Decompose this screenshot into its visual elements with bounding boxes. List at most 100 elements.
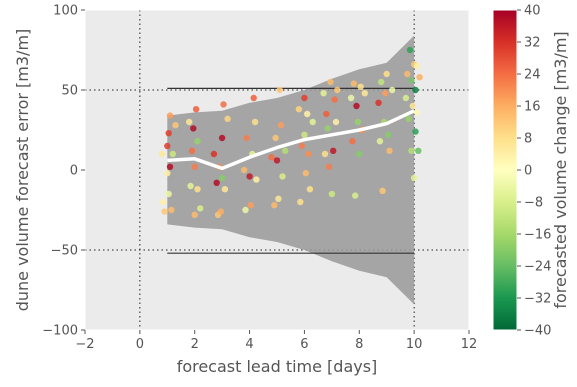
x-tick-label: 8 — [355, 337, 363, 352]
mean-line-layer — [167, 109, 415, 171]
colorbar-tick-label: −40 — [524, 324, 551, 339]
y-tick-label: −100 — [42, 324, 78, 339]
data-point — [221, 186, 229, 193]
y-tick-label: 0 — [70, 164, 78, 179]
data-point — [304, 110, 311, 118]
threshold-lines — [167, 87, 415, 254]
data-point — [413, 62, 421, 70]
colorbar-tick-label: 0 — [524, 164, 532, 179]
data-point — [220, 101, 227, 108]
data-point — [378, 78, 385, 86]
data-point — [297, 198, 304, 206]
data-point — [301, 94, 308, 102]
data-point — [406, 46, 414, 54]
data-point — [243, 134, 250, 142]
colorbar-tick-label: 40 — [524, 4, 541, 19]
data-point — [321, 150, 329, 158]
data-point — [302, 170, 309, 177]
data-point — [386, 147, 393, 154]
data-point — [384, 131, 392, 138]
data-point — [298, 142, 305, 150]
data-point — [402, 94, 410, 102]
data-point — [158, 150, 165, 158]
band-layer — [167, 35, 415, 305]
data-point — [320, 90, 327, 97]
colorbar-tick-label: 24 — [524, 68, 541, 83]
data-point — [383, 70, 390, 78]
data-point — [412, 128, 419, 135]
data-point — [412, 86, 419, 94]
colorbar-label: forecasted volume change [m3/m] — [551, 31, 570, 308]
data-point — [191, 211, 198, 218]
data-point — [410, 174, 418, 182]
data-point — [240, 166, 248, 174]
data-point — [166, 163, 174, 170]
data-point — [282, 147, 289, 154]
data-point — [186, 118, 193, 126]
data-point — [404, 70, 411, 78]
data-point — [273, 157, 281, 164]
data-point — [253, 176, 260, 183]
y-axis-label: dune volume forecast error [m3/m] — [13, 29, 32, 312]
data-point — [160, 198, 167, 206]
data-point — [408, 147, 415, 154]
data-point — [354, 118, 362, 126]
data-point — [250, 94, 257, 102]
data-point — [325, 163, 333, 170]
data-point — [251, 118, 259, 126]
x-tick-label: 10 — [406, 337, 423, 352]
data-point — [217, 208, 224, 215]
data-point — [197, 205, 204, 212]
data-point — [356, 150, 363, 158]
data-point — [213, 179, 220, 186]
data-point — [361, 90, 368, 97]
data-point — [306, 186, 314, 193]
data-point — [295, 106, 303, 113]
data-point — [349, 138, 356, 145]
data-point — [353, 102, 360, 110]
data-point — [347, 94, 355, 102]
data-point — [275, 195, 282, 202]
data-point — [332, 118, 340, 126]
data-point — [334, 86, 341, 94]
mean-line — [167, 109, 415, 171]
colorbar-tick-label: 16 — [524, 100, 541, 115]
colorbar-tick-label: −8 — [524, 196, 543, 211]
data-point — [416, 74, 423, 81]
data-point — [164, 170, 171, 177]
data-point — [165, 190, 172, 198]
data-point — [323, 110, 330, 118]
data-point — [277, 122, 285, 129]
data-point — [413, 109, 421, 116]
data-point — [279, 173, 286, 180]
data-point — [172, 122, 179, 129]
data-point — [324, 125, 331, 132]
data-point — [218, 174, 226, 182]
data-point — [376, 138, 384, 145]
data-point — [328, 190, 336, 198]
data-point — [246, 173, 253, 180]
data-point — [166, 112, 174, 119]
data-point — [164, 142, 171, 150]
colorbar-ticks: 40 32 24 16 8 0 −8 −16 −24 −32 −40 — [517, 4, 551, 339]
colorbar-tick-label: −16 — [524, 228, 551, 243]
data-point — [382, 90, 389, 97]
data-point — [271, 202, 278, 209]
scatter-points — [158, 46, 423, 218]
data-point — [305, 150, 312, 158]
data-point — [161, 208, 168, 215]
colorbar — [492, 9, 518, 331]
colorbar-tick-label: −32 — [524, 292, 551, 307]
data-point — [405, 115, 412, 123]
data-point — [409, 102, 416, 110]
data-point — [224, 115, 231, 123]
y-tick-label: 50 — [61, 84, 78, 99]
data-point — [165, 130, 172, 137]
data-point — [268, 154, 275, 161]
data-point — [191, 163, 198, 170]
data-point — [350, 80, 357, 87]
uncertainty-band — [167, 35, 415, 305]
data-point — [210, 150, 218, 158]
